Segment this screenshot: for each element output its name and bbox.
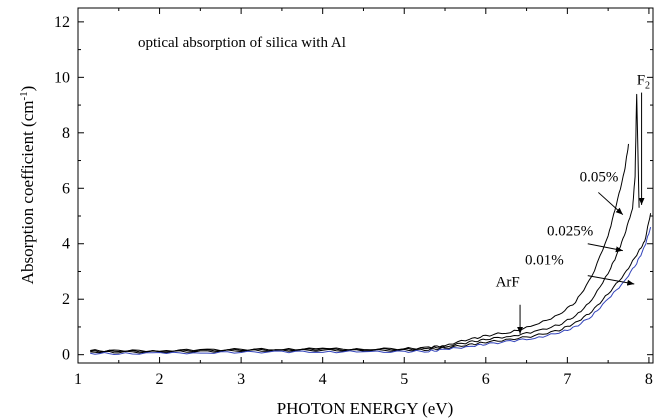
y-axis-title-main: Absorption coefficient (cm: [18, 101, 37, 285]
x-tick-label: 6: [482, 371, 490, 388]
y-tick-label: 12: [54, 14, 70, 31]
annotation-subscript: 2: [645, 80, 650, 91]
series-line-blue-reference: [90, 226, 652, 355]
y-tick-label: 6: [62, 180, 70, 197]
y-tick-label: 10: [54, 69, 70, 86]
x-axis: 1 2 3 4 5 6 7 8: [74, 8, 653, 388]
y-tick-label: 4: [62, 236, 70, 253]
x-tick-label: 5: [400, 371, 408, 388]
annotation-label: 0.05%: [580, 169, 619, 185]
y-tick-label: 2: [62, 291, 70, 308]
plot-frame: [77, 7, 654, 364]
series-layer: [90, 93, 652, 355]
annotation-arrow: [587, 243, 623, 253]
y-tick-label: 0: [62, 347, 70, 364]
y-axis-title: Absorption coefficient (cm-1): [18, 86, 37, 285]
series-line-0_01pct: [90, 213, 652, 354]
annotation-label: 0.025%: [547, 223, 593, 239]
annotation-label: 0.01%: [525, 253, 564, 269]
x-axis-title: PHOTON ENERGY (eV): [277, 399, 454, 418]
y-axis-title-sup: -1: [18, 91, 30, 100]
x-tick-label: 4: [319, 371, 327, 388]
x-tick-label: 3: [237, 371, 245, 388]
series-line-0_025pct: [90, 93, 640, 353]
y-tick-label: 8: [62, 125, 70, 142]
annotation-arrow: [587, 275, 635, 286]
annotation-label: F2: [637, 72, 650, 91]
inset-label: optical absorption of silica with Al: [138, 35, 346, 51]
x-tick-label: 1: [74, 371, 82, 388]
x-tick-label: 8: [645, 371, 653, 388]
annotation-layer: ArF 0.05% 0.025% 0.01% F2: [496, 72, 650, 334]
annotation-arrow: [598, 192, 624, 215]
x-tick-label: 7: [563, 371, 571, 388]
y-axis-title-close: ): [18, 86, 37, 92]
y-axis: 0 2 4 6 8 10 12: [54, 14, 653, 364]
annotation-label: ArF: [496, 275, 520, 291]
series-line-0_05pct: [90, 143, 629, 353]
x-tick-label: 2: [156, 371, 164, 388]
